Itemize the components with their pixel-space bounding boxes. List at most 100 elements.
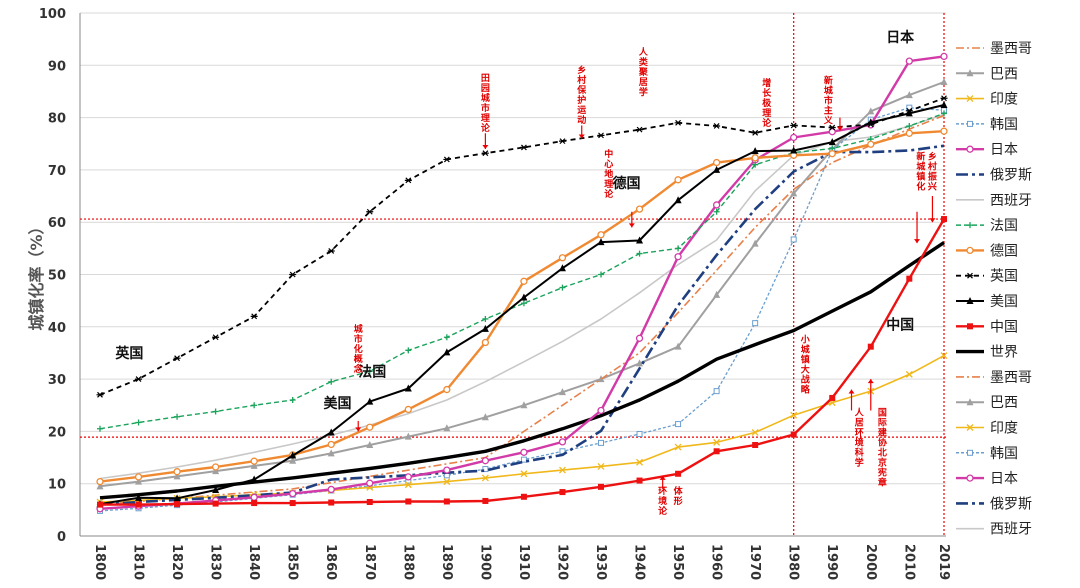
annotation-arrowhead — [836, 126, 843, 131]
data-point-br — [327, 449, 335, 457]
annotation: 新城镇化 — [916, 150, 925, 192]
series-label-fr: 法国 — [358, 363, 386, 380]
data-point-in — [905, 370, 913, 378]
data-point-jp — [558, 438, 567, 446]
data-point-fr — [752, 161, 759, 168]
data-point-cn — [212, 500, 219, 507]
data-point-cn — [366, 499, 373, 506]
data-point-jp — [327, 485, 335, 494]
legend-label: 印度 — [990, 92, 1018, 108]
data-point-uk — [96, 391, 104, 398]
data-point-us — [790, 146, 798, 154]
data-point-cn — [520, 493, 527, 500]
data-point-br — [558, 388, 566, 396]
data-point-cn — [328, 499, 335, 506]
data-point-de — [940, 127, 948, 135]
data-point-in — [559, 466, 566, 474]
data-point-cn — [675, 470, 682, 477]
y-tick-label: 70 — [48, 164, 66, 179]
data-point-de — [905, 129, 913, 137]
data-point-in — [404, 481, 412, 489]
legend-marker — [966, 297, 974, 304]
legend-label: 世界 — [990, 345, 1018, 361]
data-point-us — [250, 475, 258, 483]
data-point-fr — [713, 208, 720, 215]
data-point-uk — [636, 126, 644, 133]
data-point-cn — [289, 500, 296, 507]
x-tick-label: 1870 — [362, 544, 377, 580]
data-point-de — [173, 468, 181, 476]
data-point-br — [212, 467, 220, 475]
data-point-de — [134, 473, 143, 481]
data-point-de — [443, 385, 451, 394]
data-point-kr — [520, 456, 527, 463]
data-point-jp — [404, 473, 412, 481]
legend-label: 英国 — [990, 268, 1018, 285]
series-label-us: 美国 — [324, 395, 352, 412]
annotation: 体形 — [674, 485, 684, 507]
annotation: 人类聚居学 — [638, 46, 649, 98]
annotation: 乡村振兴 — [928, 151, 938, 192]
series-line-in — [99, 354, 945, 503]
annotation-arrowhead — [929, 218, 936, 223]
data-point-cn — [636, 477, 643, 484]
data-point-us — [520, 293, 528, 301]
annotation: 环境论 — [658, 486, 668, 517]
data-point-uk — [289, 271, 297, 278]
data-point-cn — [829, 394, 836, 401]
data-point-cn — [790, 431, 797, 438]
legend-label: 法国 — [990, 218, 1018, 234]
legend-label: 印度 — [990, 421, 1018, 437]
data-point-kr — [482, 466, 489, 473]
data-point-fr — [636, 250, 643, 257]
data-point-us — [289, 451, 297, 459]
data-point-fr — [366, 368, 373, 375]
data-point-kr — [713, 388, 720, 395]
data-point-kr — [598, 439, 605, 446]
data-point-br — [404, 432, 412, 440]
data-point-cn — [867, 343, 874, 350]
x-tick-label: 1920 — [554, 544, 569, 580]
data-point-br — [96, 482, 104, 490]
x-tick-label: 2010 — [901, 544, 916, 580]
x-tick-label: 1820 — [169, 544, 184, 580]
data-point-br — [905, 91, 913, 99]
annotation-arrowhead — [659, 475, 666, 480]
data-point-de — [366, 423, 374, 431]
data-point-us — [597, 238, 605, 246]
data-point-fr — [559, 284, 566, 291]
legend-marker — [966, 272, 974, 279]
y-tick-label: 0 — [57, 530, 66, 545]
data-point-br — [713, 290, 721, 298]
data-point-de — [558, 254, 567, 262]
data-point-uk — [135, 376, 143, 383]
annotation-arrowhead — [578, 134, 585, 139]
legend-label: 中国 — [990, 319, 1018, 335]
data-point-br — [520, 401, 528, 409]
data-point-fr — [174, 413, 181, 420]
data-point-de — [635, 205, 644, 213]
data-point-br — [443, 424, 451, 432]
data-point-cn — [405, 498, 412, 505]
legend-label: 巴西 — [990, 395, 1018, 411]
legend-label: 韩国 — [990, 117, 1018, 133]
data-point-us — [481, 324, 489, 332]
legend-marker — [966, 474, 974, 482]
annotation: 国际建协北京宪章 — [878, 408, 888, 489]
x-tick-label: 1980 — [786, 544, 801, 580]
data-point-uk — [404, 177, 412, 184]
series-line-uk — [99, 97, 945, 396]
legend-marker — [967, 120, 973, 127]
data-point-uk — [443, 156, 451, 163]
series-line-es — [99, 113, 945, 480]
data-point-uk — [366, 208, 374, 215]
annotation: 小城镇大战略 — [800, 333, 811, 395]
data-point-cn — [135, 501, 142, 508]
data-point-us — [173, 494, 181, 502]
series-line-fr — [99, 112, 945, 430]
data-point-br — [867, 107, 875, 115]
y-tick-label: 20 — [48, 425, 66, 440]
data-point-us — [674, 196, 682, 204]
y-tick-label: 90 — [48, 59, 66, 74]
